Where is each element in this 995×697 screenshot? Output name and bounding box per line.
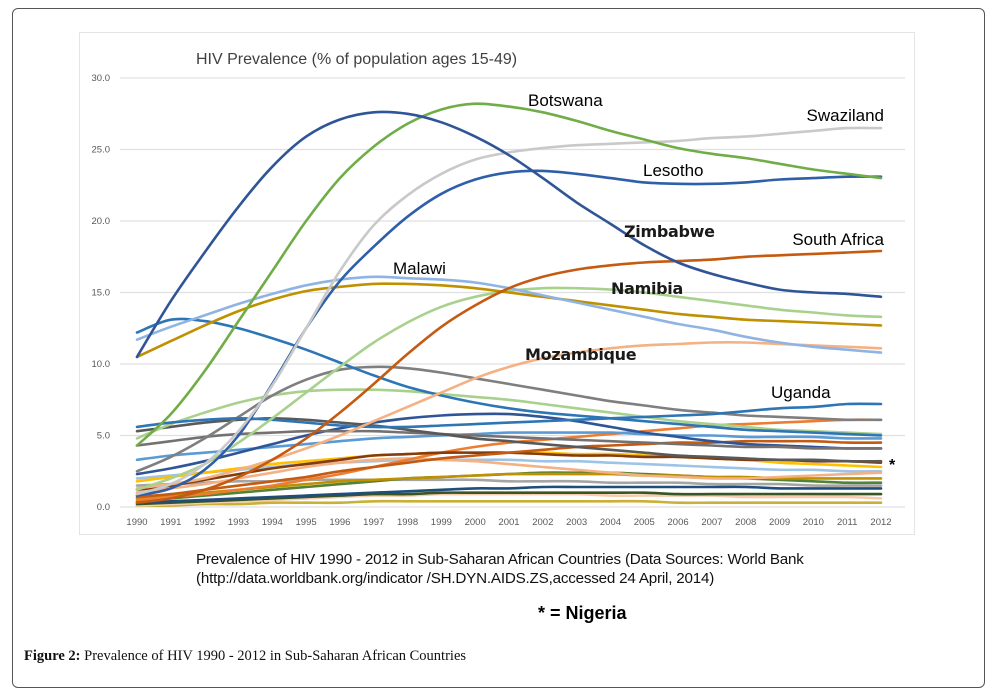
y-tick-label: 30.0 [92,73,111,84]
series-label-uganda: Uganda [771,383,831,402]
figure-label: Figure 2: [24,648,81,664]
hiv-prevalence-line-chart: 0.05.010.015.020.025.030.0 1990 1991 1992 1… [92,51,905,528]
figure-caption-text: Prevalence of HIV 1990 - 2012 in Sub-Sah… [80,648,467,664]
x-tick-label: 2003 [566,517,587,528]
series-line-unlabeled-dark-gray [135,417,883,463]
series-line-unlabeled-blue-peak-2001 [135,412,883,476]
series-labels: Zimbabwe Botswana Swaziland Lesotho South Af… [393,91,896,474]
source-note-line-1: Prevalence of HIV 1990 - 2012 in Sub-Sah… [196,551,804,568]
source-note-line-2: (http://data.worldbank.org/indicator /SH… [196,570,715,587]
series-label-south-africa: South Africa [792,230,884,249]
x-tick-label: 2010 [803,517,824,528]
source-note: Prevalence of HIV 1990 - 2012 in Sub-Sah… [196,550,896,588]
y-tick-label: 25.0 [92,145,111,156]
x-tick-label: 2008 [735,517,756,528]
x-tick-label: 1993 [228,517,249,528]
series-label-swaziland: Swaziland [807,106,885,125]
series-line-unlabeled-khaki [135,499,883,507]
x-tick-label: 2004 [600,517,621,528]
series-line-unlabeled-medium-gray [135,429,883,450]
series-label-mozambique: Mozambique [525,345,637,364]
series-line-mozambique [135,341,883,490]
y-tick-label: 15.0 [92,288,111,299]
series-line-zimbabwe [135,110,883,359]
figure-caption: Figure 2: Prevalence of HIV 1990 - 2012 … [24,648,466,665]
series-line-uganda [135,402,883,429]
y-tick-label: 20.0 [92,216,111,227]
series-label-malawi: Malawi [393,259,446,278]
x-tick-label: 2011 [837,517,857,528]
series-line-unlabeled-rust [135,439,883,499]
chart-title: HIV Prevalence (% of population ages 15-… [196,51,517,68]
series-label-lesotho: Lesotho [643,161,704,180]
x-tick-label: 1999 [431,517,452,528]
x-tick-label: 2009 [769,517,790,528]
x-tick-label: 2007 [701,517,722,528]
x-tick-label: 1997 [363,517,384,528]
y-tick-label: 10.0 [92,359,111,370]
x-tick-label: 1998 [397,517,418,528]
series-line-unlabeled-light-green [135,388,883,440]
series-line-south-africa [135,249,883,504]
x-tick-label: 2002 [532,517,553,528]
y-axis-ticks: 0.0 5.0 10.0 15.0 20.0 25.0 30.0 [92,73,111,513]
series-label-botswana: Botswana [528,91,603,110]
y-tick-label: 5.0 [97,431,110,442]
series-line-botswana [135,102,883,447]
gridlines [120,77,905,508]
x-tick-label: 1995 [296,517,317,528]
marker-legend: * = Nigeria [538,603,627,623]
series-line-unlabeled-pale-blue [135,458,883,480]
x-tick-label: 2006 [668,517,689,528]
x-tick-label: 1992 [194,517,215,528]
series-label-nigeria: * [889,457,896,474]
x-tick-label: 2000 [465,517,486,528]
x-tick-label: 2005 [634,517,655,528]
series-line-unlabeled-blue-declining [135,317,883,437]
x-tick-label: 1990 [126,517,147,528]
x-tick-label: 2012 [870,517,891,528]
series-line-unlabeled-light-orange [135,457,883,494]
figure-frame [12,8,985,688]
x-tick-label: 1994 [262,517,283,528]
x-axis-ticks: 1990 1991 1992 1993 1994 1995 1996 1997 1998 1999… [126,517,891,528]
series-line-namibia [135,286,883,492]
series-line-unlabeled-gold [135,282,883,359]
series-line-unlabeled-navy-low [135,485,883,504]
series-label-zimbabwe: Zimbabwe [624,222,715,241]
series-line-unlabeled-orange-rising [135,418,883,502]
y-tick-label: 0.0 [97,502,110,513]
series-label-namibia: Namibia [611,279,683,298]
series-line-swaziland [135,126,883,496]
x-tick-label: 1996 [329,517,350,528]
x-tick-label: 1991 [160,517,181,528]
series-lines [135,102,883,507]
series-line-unlabeled-peach-low [135,492,883,507]
series-line-unlabeled-olive [135,491,883,506]
x-tick-label: 2001 [498,517,519,528]
